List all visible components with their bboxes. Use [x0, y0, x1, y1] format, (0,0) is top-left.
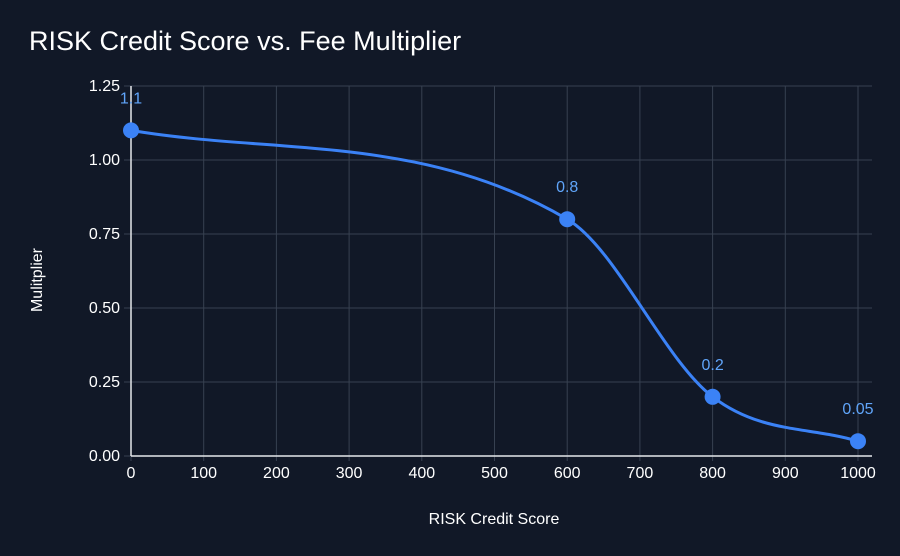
series-lines [129, 128, 860, 443]
data-point [559, 211, 576, 228]
data-point [704, 388, 721, 405]
grid-lines [124, 85, 872, 461]
x-axis-label: RISK Credit Score [429, 511, 560, 528]
data-labels: 1.1 0.8 0.2 0.05 [120, 90, 874, 418]
y-axis-label: Mulitplier [29, 247, 46, 312]
data-point [123, 122, 139, 139]
x-tick-label: 100 [190, 465, 217, 482]
x-tick-label: 900 [772, 465, 799, 482]
y-tick-label: 1.25 [89, 78, 120, 95]
series-line [129, 128, 860, 443]
data-label: 0.05 [842, 401, 873, 418]
data-point [850, 433, 866, 450]
data-points [123, 122, 866, 450]
x-tick-label: 0 [127, 465, 136, 482]
y-tick-label: 0.00 [89, 448, 120, 465]
x-tick-label: 300 [336, 465, 363, 482]
y-tick-label: 0.25 [89, 374, 120, 391]
x-tick-label: 400 [408, 465, 435, 482]
data-label: 1.1 [120, 90, 142, 107]
x-tick-label: 600 [554, 465, 581, 482]
tick-labels: 0 100 200 300 400 500 600 700 800 900 1000 0.00 0.25… [89, 78, 876, 482]
x-tick-label: 800 [699, 465, 726, 482]
x-tick-label: 700 [627, 465, 654, 482]
axes [130, 86, 872, 457]
y-tick-label: 0.50 [89, 300, 120, 317]
chart-title: RISK Credit Score vs. Fee Multiplier [29, 26, 462, 56]
x-tick-label: 200 [263, 465, 290, 482]
data-label: 0.8 [556, 179, 578, 196]
x-tick-label: 1000 [840, 465, 876, 482]
y-tick-label: 0.75 [89, 226, 120, 243]
x-tick-label: 500 [481, 465, 508, 482]
data-label: 0.2 [701, 357, 723, 374]
y-tick-label: 1.00 [89, 152, 120, 169]
